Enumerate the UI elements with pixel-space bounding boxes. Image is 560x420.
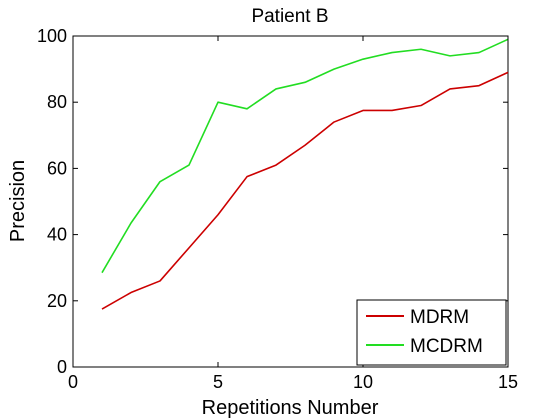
plot-area: 0 5 10 15 0 20 40 60 80 100 xyxy=(37,26,518,392)
y-tick-label: 0 xyxy=(57,357,67,377)
series-line-mcdrm xyxy=(101,38,509,274)
legend: MDRM MCDRM xyxy=(356,299,507,366)
y-tick-label: 60 xyxy=(47,158,67,178)
y-tick-label: 40 xyxy=(47,225,67,245)
legend-label-mdrm: MDRM xyxy=(410,307,469,328)
y-tick-label: 100 xyxy=(37,26,67,46)
ticks-layer: 0 5 10 15 0 20 40 60 80 100 xyxy=(37,26,518,392)
y-tick-label: 80 xyxy=(47,92,67,112)
x-tick-label: 10 xyxy=(353,372,373,392)
legend-label-mcdrm: MCDRM xyxy=(410,336,483,357)
x-axis-title: Repetitions Number xyxy=(202,397,379,419)
x-tick-label: 5 xyxy=(213,372,223,392)
legend-box xyxy=(356,299,507,366)
chart-title: Patient B xyxy=(251,6,328,27)
series-layer xyxy=(101,38,509,310)
y-tick-label: 20 xyxy=(47,291,67,311)
y-axis-title: Precision xyxy=(7,160,29,242)
series-line-mdrm xyxy=(101,71,509,310)
x-tick-label: 15 xyxy=(498,372,518,392)
x-tick-label: 0 xyxy=(68,372,78,392)
